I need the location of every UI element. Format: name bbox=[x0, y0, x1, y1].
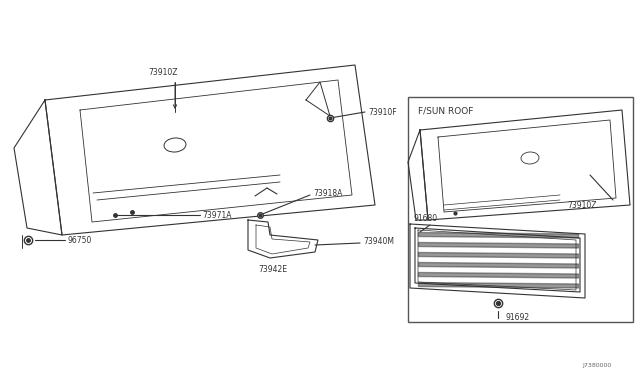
Text: 91692: 91692 bbox=[505, 314, 529, 323]
Text: F/SUN ROOF: F/SUN ROOF bbox=[418, 106, 474, 115]
Ellipse shape bbox=[164, 138, 186, 152]
Text: 73918A: 73918A bbox=[313, 189, 342, 198]
Text: 73971A: 73971A bbox=[202, 211, 232, 219]
Text: 73942E: 73942E bbox=[258, 266, 287, 275]
Text: 73910Z: 73910Z bbox=[567, 201, 596, 209]
Ellipse shape bbox=[521, 152, 539, 164]
Text: 91680: 91680 bbox=[413, 214, 437, 222]
Bar bbox=[408, 97, 633, 322]
Text: 96750: 96750 bbox=[67, 235, 92, 244]
Text: J7380000: J7380000 bbox=[583, 362, 612, 368]
Text: 73910Z: 73910Z bbox=[148, 67, 177, 77]
Text: 73910F: 73910F bbox=[368, 108, 397, 116]
Text: 73940M: 73940M bbox=[363, 237, 394, 246]
